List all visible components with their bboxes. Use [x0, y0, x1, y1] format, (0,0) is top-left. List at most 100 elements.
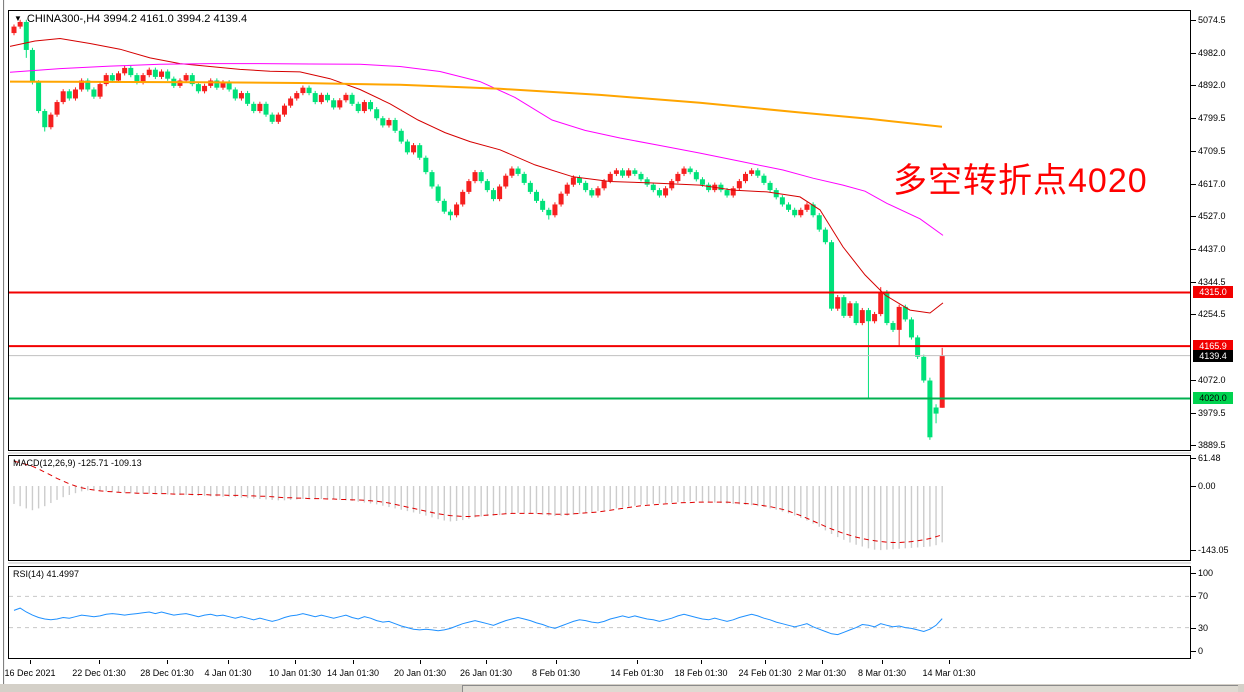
candle-body	[699, 179, 705, 185]
candle-body	[392, 120, 398, 131]
price-badge: 4165.9	[1193, 340, 1233, 353]
candle-body	[404, 141, 410, 153]
time-axis[interactable]: 16 Dec 2021 22 Dec 01:30 28 Dec 01:30 4 Jan…	[0, 659, 1244, 684]
macd-axis-label: -143.05	[1198, 545, 1229, 556]
candle-body	[675, 173, 681, 182]
main-chart-panel[interactable]: ▼ CHINA300-,H4 3994.2 4161.0 3994.2 4139.…	[8, 10, 1191, 451]
candle-body	[644, 179, 650, 185]
time-axis-tick	[765, 660, 766, 664]
rsi-panel[interactable]: RSI(14) 41.4997	[8, 566, 1191, 659]
candle-body	[134, 75, 140, 83]
candle-body	[613, 170, 619, 174]
candle-body	[115, 73, 121, 81]
candle-body	[146, 69, 152, 76]
candle-body	[835, 297, 841, 309]
price-axis-tick	[1191, 282, 1196, 283]
price-axis-tick	[1191, 216, 1196, 217]
candle-body	[226, 82, 232, 90]
symbol-dropdown-icon[interactable]: ▼	[14, 14, 22, 23]
candle-body	[109, 75, 115, 81]
price-axis-label: 4254.5	[1198, 309, 1226, 320]
rsi-axis-label: 30	[1198, 622, 1209, 633]
time-axis-label: 20 Jan 01:30	[393, 668, 447, 678]
ma-fast-red	[9, 37, 944, 314]
ma-slow-orange	[9, 80, 943, 128]
price-axis-tick	[1191, 53, 1196, 54]
candle-body	[847, 303, 853, 316]
candle-body	[663, 188, 669, 196]
time-axis-tick	[353, 660, 354, 664]
candle-body	[681, 168, 687, 174]
candle-body	[853, 303, 859, 324]
macd-canvas[interactable]	[9, 456, 1190, 560]
panel-splitter[interactable]	[8, 562, 1191, 564]
candle-body	[220, 82, 226, 88]
candle-body	[91, 89, 97, 97]
candle-body	[527, 182, 533, 192]
candle-body	[306, 87, 312, 94]
rsi-axis-label: 0	[1198, 646, 1204, 656]
candle-body	[792, 209, 798, 216]
candle-body	[865, 310, 871, 322]
candle-body	[669, 181, 675, 189]
rsi-canvas[interactable]	[9, 567, 1190, 658]
time-axis-label: 16 Dec 2021	[4, 668, 56, 678]
candle-body	[589, 190, 595, 196]
candle-body	[656, 190, 662, 196]
window-left-edge-highlight	[4, 0, 5, 692]
time-axis-tick	[949, 660, 950, 664]
time-axis-tick	[822, 660, 823, 664]
time-axis-label: 4 Jan 01:30	[204, 668, 252, 678]
window-left-edge	[3, 0, 4, 692]
price-axis-tick	[1191, 413, 1196, 414]
time-axis-tick	[295, 660, 296, 664]
chart-annotation-text[interactable]: 多空转折点4020	[893, 162, 1148, 200]
candle-body	[11, 26, 17, 34]
candle-body	[281, 105, 287, 115]
candle-body	[718, 184, 724, 191]
panel-splitter[interactable]	[8, 452, 1191, 454]
time-axis-label: 14 Mar 01:30	[922, 668, 976, 678]
candle-body	[896, 306, 902, 330]
candle-body	[72, 89, 78, 99]
candle-body	[454, 204, 460, 216]
candle-body	[816, 215, 822, 230]
price-axis-label: 4892.0	[1198, 80, 1226, 91]
candle-body	[933, 407, 939, 414]
candle-body	[638, 173, 644, 180]
candle-body	[484, 181, 490, 191]
candle-body	[312, 93, 318, 103]
price-axis-tick	[1191, 184, 1196, 185]
candle-body	[435, 186, 441, 201]
candle-body	[503, 175, 509, 187]
candle-body	[97, 84, 103, 97]
candle-body	[17, 21, 23, 27]
candle-body	[687, 168, 693, 173]
candle-body	[42, 111, 48, 128]
candle-body	[183, 75, 189, 81]
time-axis-tick	[882, 660, 883, 664]
candle-body	[60, 91, 66, 103]
candle-body	[232, 89, 238, 99]
candle-body	[355, 103, 361, 112]
candle-body	[66, 91, 72, 99]
candle-body	[466, 181, 472, 192]
time-axis-label: 8 Feb 01:30	[531, 668, 581, 678]
candle-body	[822, 229, 828, 243]
macd-panel[interactable]: MACD(12,26,9) -125.71 -109.13	[8, 455, 1191, 561]
candle-body	[257, 103, 263, 112]
status-strip	[0, 684, 1244, 692]
candle-body	[730, 188, 736, 196]
candle-body	[374, 109, 380, 119]
price-axis[interactable]: 5074.5 4982.0 4892.0 4799.5 4709.5 4617.0 4527…	[1191, 0, 1244, 684]
candle-body	[318, 94, 324, 103]
candle-body	[583, 182, 589, 191]
candle-body	[632, 170, 638, 174]
candle-body	[361, 102, 367, 112]
time-axis-tick	[228, 660, 229, 664]
candle-body	[159, 71, 165, 77]
candlestick-canvas[interactable]	[9, 11, 1190, 450]
candle-body	[693, 172, 699, 180]
candle-body	[908, 319, 914, 338]
candle-body	[736, 181, 742, 189]
